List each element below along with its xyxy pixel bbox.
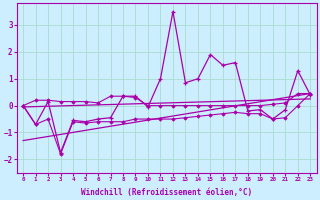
X-axis label: Windchill (Refroidissement éolien,°C): Windchill (Refroidissement éolien,°C) (81, 188, 252, 197)
